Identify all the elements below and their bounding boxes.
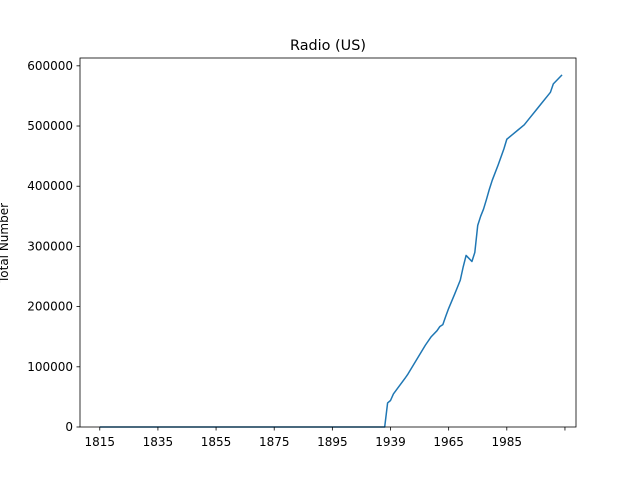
data-line <box>99 74 563 428</box>
x-tick-label: 1985 <box>492 435 523 449</box>
x-tick-label: 1939 <box>375 435 406 449</box>
y-axis-label: Total Number <box>0 203 11 284</box>
x-tick-label: 1875 <box>259 435 290 449</box>
y-tick-label: 300000 <box>27 239 73 253</box>
x-tick-label: 1965 <box>433 435 464 449</box>
x-tick-label: 1835 <box>143 435 174 449</box>
y-tick-label: 200000 <box>27 300 73 314</box>
x-tick-label: 1895 <box>317 435 348 449</box>
y-tick-label: 0 <box>65 420 73 434</box>
plot-area: 0 100000 200000 300000 400000 500000 600000 181… <box>27 57 577 449</box>
axes-frame <box>79 57 577 428</box>
x-tick-label: 1815 <box>84 435 115 449</box>
y-tick-label: 100000 <box>27 360 73 374</box>
y-tick-label: 500000 <box>27 119 73 133</box>
x-tick-label: 1855 <box>201 435 232 449</box>
y-tick-label: 600000 <box>27 59 73 73</box>
y-tick-label: 400000 <box>27 179 73 193</box>
chart-title: Radio (US) <box>290 38 366 54</box>
